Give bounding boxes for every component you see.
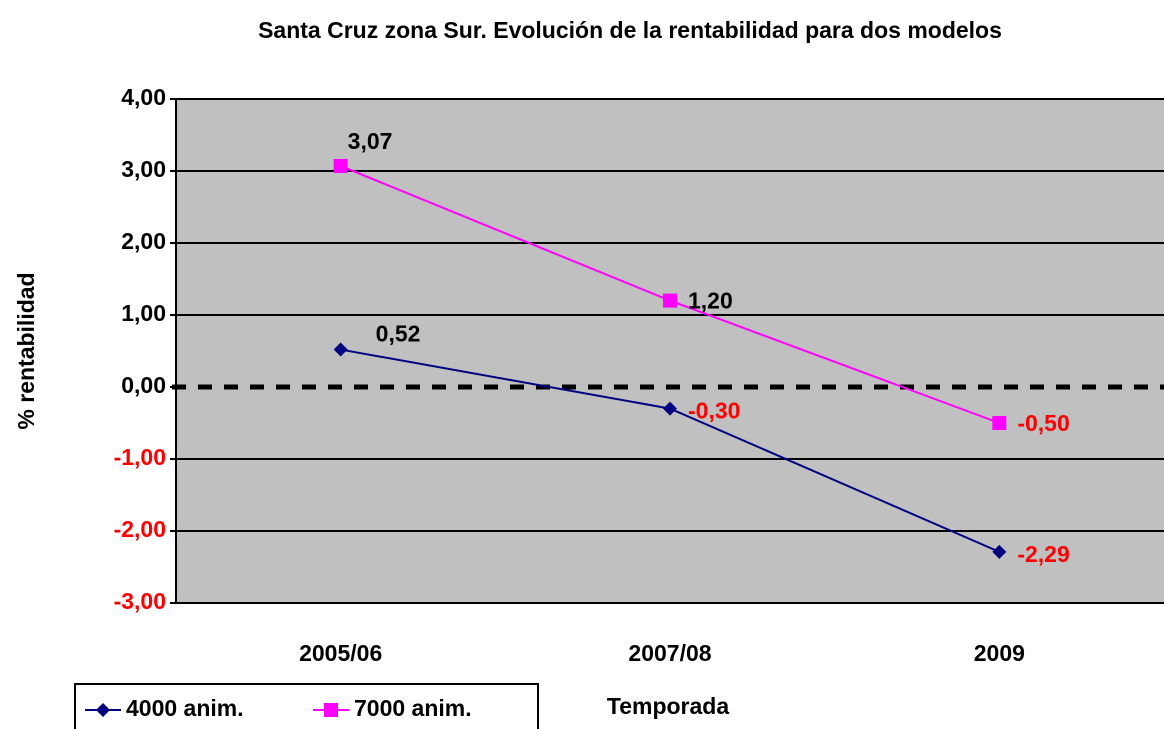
legend-marker [324, 703, 338, 717]
data-label: -2,29 [1017, 541, 1069, 567]
y-tick-label: -3,00 [114, 588, 166, 614]
y-axis-title: % rentabilidad [13, 272, 39, 429]
data-label: 0,52 [376, 321, 421, 347]
data-label: 1,20 [688, 288, 733, 314]
data-point [333, 158, 348, 173]
x-tick-label: 2009 [974, 640, 1025, 666]
y-tick-label: 4,00 [121, 84, 166, 110]
legend-marker [96, 703, 110, 717]
data-label: -0,50 [1017, 410, 1069, 436]
x-axis-title: Temporada [607, 693, 729, 719]
y-tick-label: 3,00 [121, 156, 166, 182]
data-point [992, 544, 1007, 559]
data-point [663, 401, 677, 416]
data-point [663, 293, 677, 308]
data-label: 3,07 [348, 128, 393, 154]
x-tick-label: 2007/08 [628, 640, 711, 666]
y-tick-label: -2,00 [114, 516, 166, 542]
x-tick-label: 2005/06 [299, 640, 382, 666]
data-point [992, 416, 1007, 430]
legend-label: 7000 anim. [354, 695, 472, 721]
y-tick-label: 1,00 [121, 300, 166, 326]
y-tick-label: 0,00 [121, 372, 166, 398]
data-point [333, 342, 348, 357]
y-tick-label: 2,00 [121, 228, 166, 254]
chart-title: Santa Cruz zona Sur. Evolución de la ren… [258, 17, 1002, 43]
plot-area [176, 99, 1164, 603]
data-label: -0,30 [688, 398, 740, 424]
legend-box [74, 683, 539, 729]
legend-label: 4000 anim. [126, 695, 244, 721]
y-tick-label: -1,00 [114, 444, 166, 470]
